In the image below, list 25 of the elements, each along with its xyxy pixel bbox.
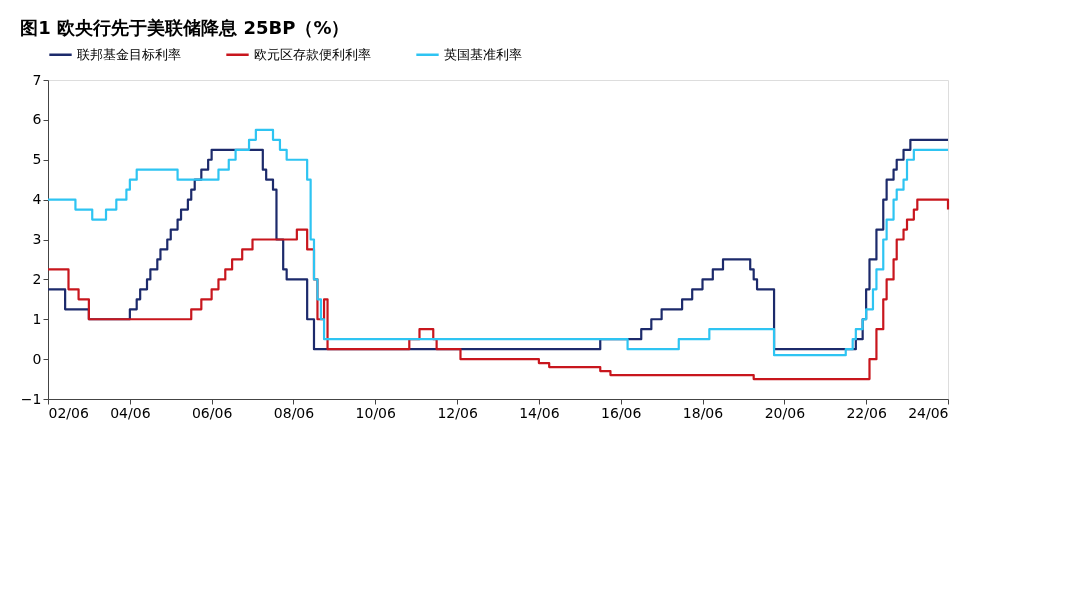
x-tick-label: 14/06 xyxy=(519,404,560,421)
x-tick-label: 08/06 xyxy=(273,404,315,421)
y-tick-label: 0 xyxy=(32,350,42,367)
y-tick-label: 5 xyxy=(32,151,42,168)
legend-label: 联邦基金目标利率 xyxy=(77,46,181,62)
x-tick-label: 22/06 xyxy=(846,404,887,421)
x-tick-label: 16/06 xyxy=(601,404,642,421)
y-tick-label: 1 xyxy=(32,310,42,327)
y-tick-label: 3 xyxy=(32,231,42,247)
x-tick-label: 02/06 xyxy=(48,404,89,421)
x-tick-label: 04/06 xyxy=(110,404,151,421)
legend-label: 欧元区存款便利利率 xyxy=(254,46,371,62)
y-tick-label: 7 xyxy=(32,71,42,88)
x-tick-label: 06/06 xyxy=(191,404,233,421)
y-tick-label: 6 xyxy=(32,111,42,128)
legend-label: 英国基准利率 xyxy=(444,46,522,62)
x-tick-label: 12/06 xyxy=(437,404,478,421)
x-tick-label: 18/06 xyxy=(682,404,724,421)
y-tick-label: −1 xyxy=(20,390,42,407)
chart-title: 图1 欧央行先于美联储降息 25BP（%） xyxy=(20,17,350,38)
y-tick-label: 4 xyxy=(32,191,42,208)
y-tick-label: 2 xyxy=(32,270,42,287)
x-tick-label: 24/06 xyxy=(908,404,949,421)
x-tick-label: 10/06 xyxy=(355,404,397,421)
x-tick-label: 20/06 xyxy=(764,404,806,421)
